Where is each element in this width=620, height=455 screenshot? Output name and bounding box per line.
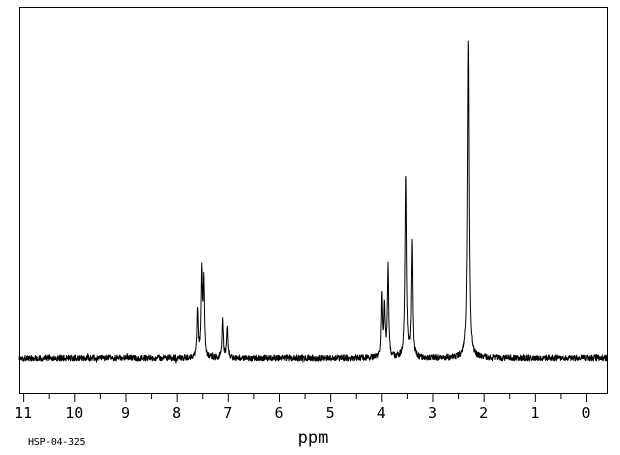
x-axis-tick-label: 0 [581, 404, 590, 422]
x-axis-title: ppm [297, 428, 329, 448]
x-axis-tick-label: 4 [377, 404, 386, 422]
x-axis-tick-label: 8 [172, 404, 181, 422]
x-axis-tick-label: 1 [530, 404, 539, 422]
nmr-trace [18, 40, 608, 364]
sample-id-label: HSP-04-325 [28, 437, 86, 448]
x-axis-tick-label: 9 [121, 404, 130, 422]
x-axis-tick-label: 7 [223, 404, 232, 422]
x-axis-tick-label: 10 [65, 404, 83, 422]
x-axis-tick-label: 11 [14, 404, 32, 422]
x-axis-tick-label: 2 [479, 404, 488, 422]
x-axis-tick-label: 6 [274, 404, 283, 422]
x-axis-tick-label: 5 [326, 404, 335, 422]
x-axis-tick-label: 3 [428, 404, 437, 422]
plot-frame [19, 7, 608, 394]
